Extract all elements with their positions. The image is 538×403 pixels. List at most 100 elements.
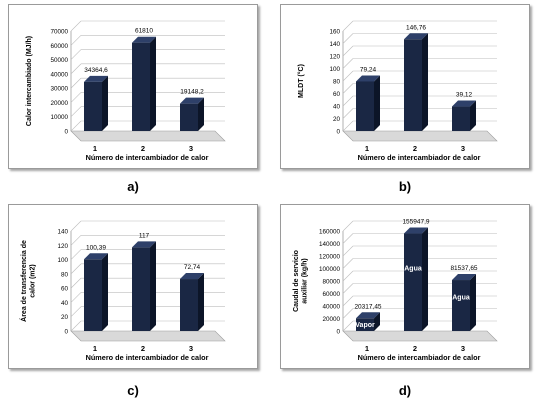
y-tick-label: 40000 (322, 304, 340, 311)
x-tick-label: 3 (461, 344, 465, 353)
inbar-label: Agua (452, 294, 470, 301)
gridline-diag (70, 35, 82, 46)
gridline-diag (70, 235, 82, 246)
data-label: 79,24 (360, 66, 377, 73)
bar-d-2 (404, 233, 422, 331)
chart-floor (70, 330, 226, 342)
inbar-label: Vapor (355, 322, 375, 329)
gridline-diag (70, 49, 82, 60)
bar-d-3-top (452, 274, 476, 281)
y-tick-label: 80 (333, 79, 341, 86)
gridline-diag (70, 263, 82, 275)
panel-label-c: c) (127, 383, 139, 398)
bar-c-3-top (180, 273, 204, 280)
gridline-diag (342, 108, 354, 119)
bar-d-3 (452, 280, 470, 331)
gridline-diag (70, 292, 82, 303)
y-tick-label: 100000 (319, 266, 341, 273)
data-label: 155947,9 (402, 219, 429, 226)
gridline-diag (70, 20, 82, 32)
x-tick-label: 3 (189, 144, 193, 153)
y-tick-label: 80 (61, 271, 69, 278)
bar-b-2-top (404, 33, 428, 40)
bar-a-1-top (84, 75, 108, 82)
gridline-diag (70, 63, 82, 75)
gridline-diag (70, 306, 82, 317)
bar-c-2 (132, 247, 150, 331)
y-tick-label: 60 (333, 91, 341, 98)
y-tick-label: 30000 (50, 86, 68, 93)
y-tick-label: 10000 (50, 114, 68, 121)
y-tick-label: 60000 (322, 291, 340, 298)
data-label: 72,74 (184, 264, 201, 271)
y-tick-label: 40 (61, 300, 69, 307)
bar-b-2-side (422, 33, 428, 131)
gridline-diag (342, 83, 354, 94)
gridline-diag (342, 70, 354, 82)
y-tick-label: 140 (57, 229, 68, 236)
bar-d-2-top (404, 227, 428, 234)
x-tick-label: 1 (93, 344, 97, 353)
data-label: 39,12 (456, 92, 473, 99)
gridline-diag (70, 277, 82, 289)
gridline-diag (342, 283, 354, 294)
chart-floor (342, 130, 498, 142)
data-label: 146,76 (406, 24, 426, 31)
y-tick-label: 20 (61, 314, 69, 321)
chart-floor (70, 130, 226, 142)
data-label: 117 (139, 232, 150, 239)
gridline-diag (342, 45, 354, 57)
y-axis-label: MLDT (°C) (297, 64, 305, 98)
y-tick-label: 40000 (50, 71, 68, 78)
bar-b-3-top (452, 100, 476, 107)
bar-d-1-top (356, 312, 380, 319)
gridline-diag (342, 220, 354, 232)
chart-panel-c: 0 20 40 60 80 100 120 140 100,39 1 117 2 72,74 3 Númer… (8, 204, 258, 369)
data-label: 81537,65 (450, 265, 477, 272)
bar-b-1-top (356, 75, 380, 82)
x-tick-label: 1 (365, 144, 369, 153)
y-tick-label: 160000 (319, 229, 341, 236)
inbar-label: Agua (404, 266, 422, 273)
bar-a-3 (180, 103, 198, 131)
bar-b-3 (452, 106, 470, 131)
x-tick-label: 1 (365, 344, 369, 353)
bar-c-3-side (198, 273, 204, 331)
bar-a-2-top (132, 36, 156, 43)
gridline-diag (342, 270, 354, 282)
y-tick-label: 100 (329, 66, 340, 73)
y-tick-label: 20000 (50, 100, 68, 107)
y-axis-label: Calor intercambiado (MJ/h) (26, 36, 33, 126)
gridline-diag (70, 92, 82, 103)
y-tick-label: 120000 (319, 254, 341, 261)
bar-b-3-side (470, 100, 476, 131)
y-tick-label: 60 (61, 286, 69, 293)
gridline-diag (70, 249, 82, 260)
x-tick-label: 3 (189, 344, 193, 353)
y-tick-label: 80000 (322, 279, 340, 286)
gridline-diag (70, 120, 82, 132)
chart-panel-a: 0 10000 20000 30000 40000 50000 60000 70000 3436… (8, 4, 258, 169)
chart-a-svg: 0 10000 20000 30000 40000 50000 60000 70000 3436… (26, 20, 226, 162)
bar-a-3-top (180, 97, 204, 104)
gridline-diag (342, 58, 354, 69)
bar-c-3 (180, 279, 198, 331)
data-label: 61810 (135, 28, 153, 35)
bar-d-2-side (422, 227, 428, 331)
data-label: 20317,45 (354, 303, 381, 310)
bar-c-1-side (102, 253, 108, 331)
bar-c-2-side (150, 241, 156, 331)
gridline-diag (342, 295, 354, 307)
chart-d-svg: 0 20000 40000 60000 80000 100000 120000 140000 1… (293, 219, 498, 362)
y-tick-label: 0 (336, 329, 340, 336)
y-tick-label: 70000 (50, 29, 68, 36)
y-tick-label: 40 (333, 104, 341, 111)
y-axis-label: Área de transferencia de (19, 240, 28, 322)
bar-b-1 (356, 81, 374, 131)
y-tick-label: 60000 (50, 43, 68, 50)
gridline-diag (342, 320, 354, 332)
gridline-diag (70, 220, 82, 232)
y-axis-label: Caudal de servicio (293, 250, 300, 312)
gridline-diag (342, 95, 354, 107)
y-axis-label: auxiliar (kg/h) (302, 258, 309, 304)
